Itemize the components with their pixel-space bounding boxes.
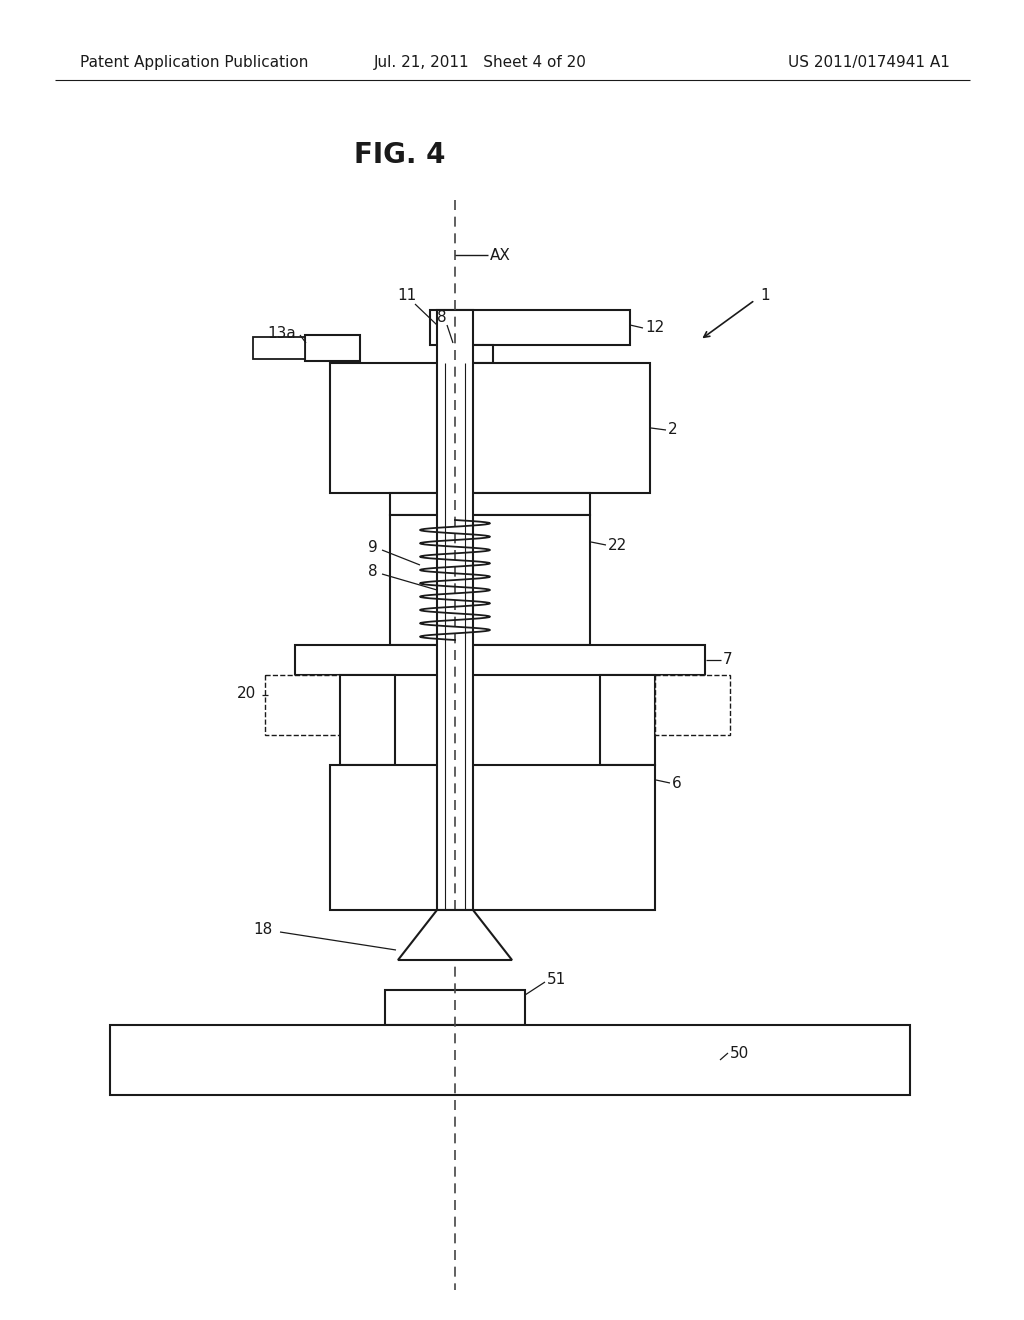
Text: 22: 22 bbox=[608, 537, 628, 553]
Text: 20: 20 bbox=[237, 685, 256, 701]
Text: 50: 50 bbox=[730, 1045, 750, 1060]
Bar bbox=[340, 675, 395, 766]
Text: 2: 2 bbox=[668, 422, 678, 437]
Text: 1: 1 bbox=[760, 288, 770, 302]
Bar bbox=[266, 339, 274, 356]
Bar bbox=[437, 310, 473, 909]
Bar bbox=[330, 766, 655, 909]
Bar bbox=[600, 675, 655, 766]
Text: 9: 9 bbox=[368, 540, 378, 556]
Bar bbox=[295, 645, 705, 675]
Bar bbox=[390, 492, 590, 515]
Bar bbox=[430, 310, 630, 345]
Bar bbox=[390, 515, 590, 645]
Text: 18: 18 bbox=[253, 923, 272, 937]
Bar bbox=[275, 339, 283, 356]
Bar bbox=[257, 339, 265, 356]
Text: 51: 51 bbox=[547, 973, 566, 987]
Bar bbox=[385, 990, 525, 1026]
Text: 8: 8 bbox=[437, 310, 446, 326]
Bar bbox=[330, 363, 650, 492]
Text: 11: 11 bbox=[397, 289, 416, 304]
Bar bbox=[110, 1026, 910, 1096]
Text: AX: AX bbox=[490, 248, 511, 263]
Text: 8: 8 bbox=[368, 565, 378, 579]
Text: 6: 6 bbox=[672, 776, 682, 791]
Bar bbox=[655, 675, 730, 735]
Text: US 2011/0174941 A1: US 2011/0174941 A1 bbox=[788, 54, 950, 70]
Bar bbox=[253, 337, 305, 359]
Text: 13a: 13a bbox=[267, 326, 296, 341]
Polygon shape bbox=[398, 909, 512, 960]
Bar bbox=[284, 339, 292, 356]
Text: 7: 7 bbox=[723, 652, 732, 668]
Text: 12: 12 bbox=[645, 321, 665, 335]
Text: FIG. 4: FIG. 4 bbox=[354, 141, 445, 169]
Bar bbox=[305, 335, 360, 360]
Bar bbox=[293, 339, 301, 356]
Bar bbox=[265, 675, 340, 735]
Text: Patent Application Publication: Patent Application Publication bbox=[80, 54, 308, 70]
Bar bbox=[443, 345, 493, 363]
Text: Jul. 21, 2011   Sheet 4 of 20: Jul. 21, 2011 Sheet 4 of 20 bbox=[374, 54, 587, 70]
